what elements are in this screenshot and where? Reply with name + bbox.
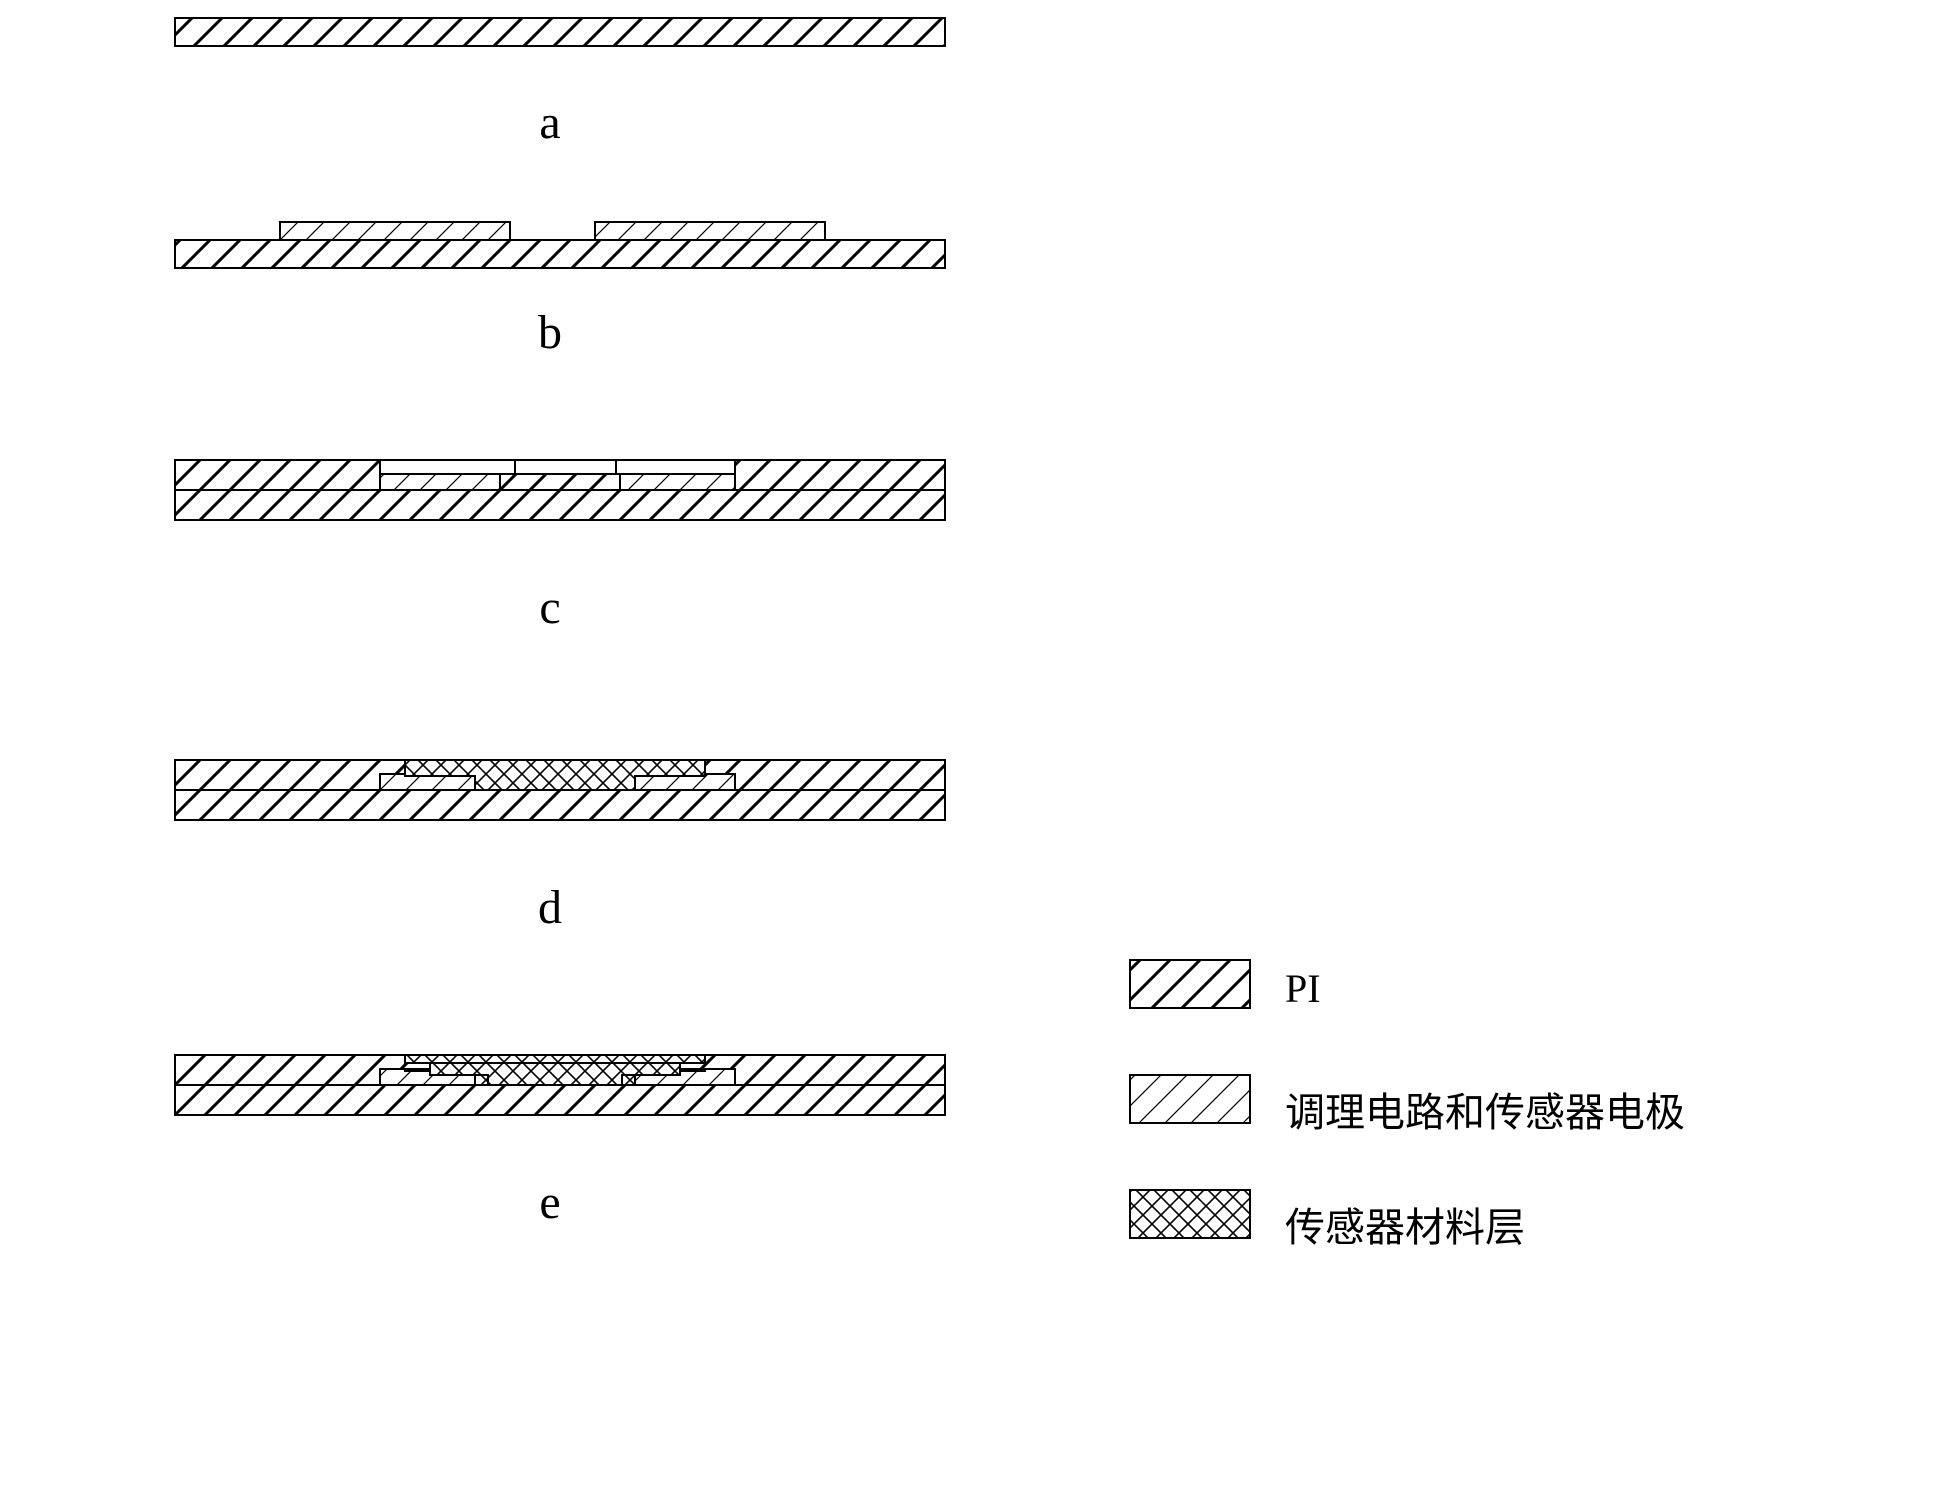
diagram-svg (0, 0, 1955, 1492)
b-circuit-right (595, 222, 825, 240)
legend-text-sensor: 传感器材料层 (1285, 1195, 1525, 1253)
b-pi-substrate (175, 240, 945, 268)
d-pi-bottom (175, 790, 945, 820)
label-e: e (520, 1175, 580, 1230)
label-b: b (520, 305, 580, 360)
diagram-stage: a b c d e PI 调理电路和传感器电极 传感器材料层 (0, 0, 1955, 1492)
c-pi-bottom (175, 490, 945, 520)
legend-swatch-sensor (1130, 1190, 1250, 1238)
label-c: c (520, 580, 580, 635)
panel-c (175, 460, 945, 520)
legend-text-pi: PI (1285, 965, 1321, 1012)
panel-d (175, 760, 945, 820)
c-window (380, 460, 735, 474)
legend-swatch-pi (1130, 960, 1250, 1008)
panel-a (175, 18, 945, 46)
legend (1130, 960, 1250, 1238)
label-a: a (520, 95, 580, 150)
e-pi-bottom (175, 1085, 945, 1115)
label-d: d (520, 880, 580, 935)
panel-b (175, 222, 945, 268)
a-pi-substrate (175, 18, 945, 46)
panel-e (175, 1055, 945, 1115)
b-circuit-left (280, 222, 510, 240)
legend-swatch-circuit (1130, 1075, 1250, 1123)
legend-text-circuit: 调理电路和传感器电极 (1285, 1080, 1685, 1138)
